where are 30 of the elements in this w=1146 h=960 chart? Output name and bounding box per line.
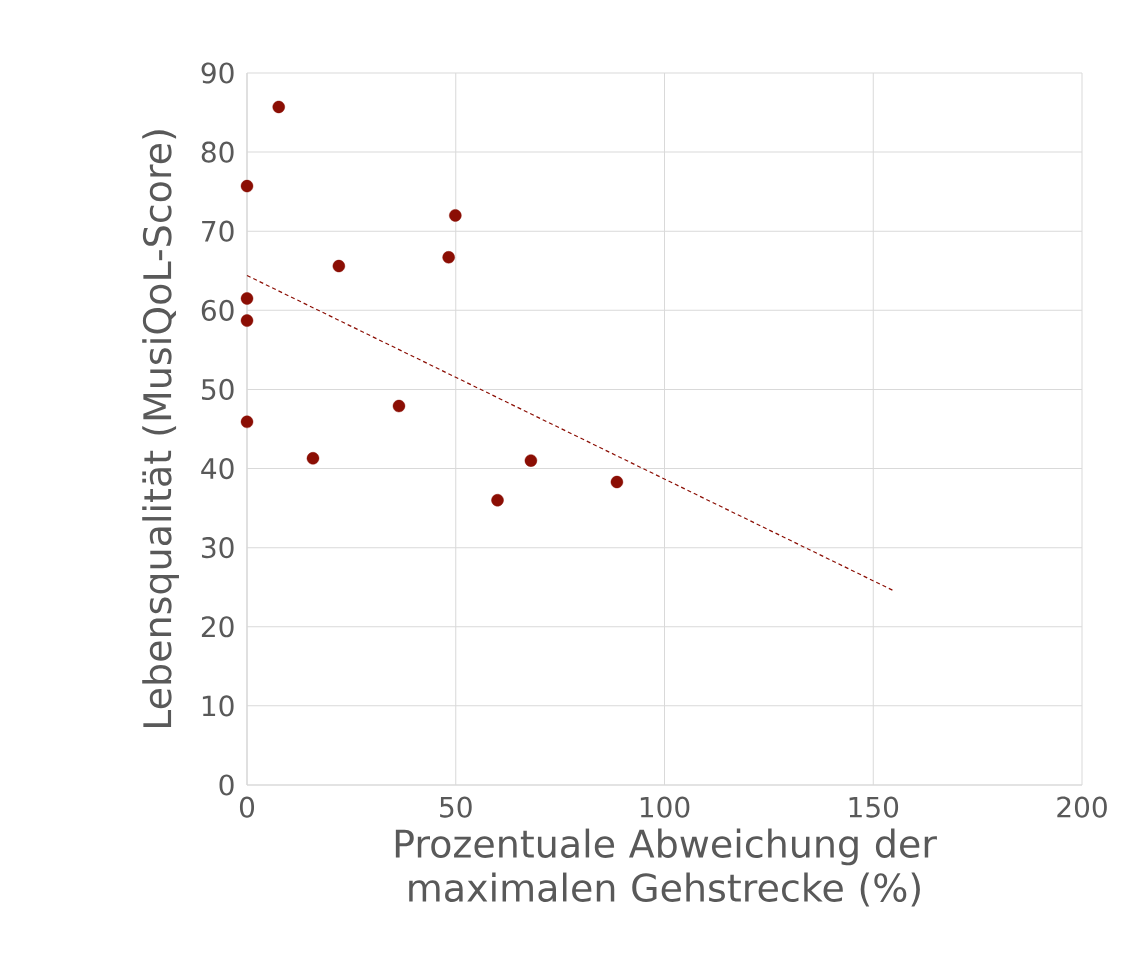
point [240, 179, 254, 193]
y-tick-label: 20 [201, 616, 234, 638]
point [491, 493, 504, 507]
point [240, 314, 254, 327]
x-tick-label: 150 [849, 796, 899, 818]
point [610, 475, 624, 489]
y-tick-label: 80 [201, 141, 234, 163]
y-tick-label: 10 [202, 695, 234, 717]
x-axis-title: Prozentuale Abweichung der maximalen Gehstrecke (%) [395, 828, 937, 907]
point [272, 100, 285, 114]
point [449, 209, 462, 222]
x-tick-label: 200 [1057, 796, 1107, 818]
point [442, 251, 455, 264]
y-tick-label: 50 [202, 378, 234, 401]
point [392, 399, 406, 413]
point [524, 454, 538, 467]
point [332, 259, 346, 273]
x-tick-label: 100 [640, 796, 690, 818]
y-tick-label: 30 [201, 537, 234, 559]
x-tick-label: 0 [239, 796, 255, 818]
y-tick-label: 90 [201, 62, 234, 84]
point [240, 292, 254, 305]
y-tick-label: 40 [201, 457, 234, 480]
y-tick-label: 0 [219, 774, 234, 796]
point [240, 415, 254, 429]
point [306, 452, 320, 465]
y-axis-title: Lebensqualität (MusiQoL-Score) [142, 130, 179, 728]
y-tick-label: 60 [201, 299, 234, 321]
x-tick-label: 50 [440, 796, 472, 818]
y-tick-label: 70 [202, 220, 234, 242]
